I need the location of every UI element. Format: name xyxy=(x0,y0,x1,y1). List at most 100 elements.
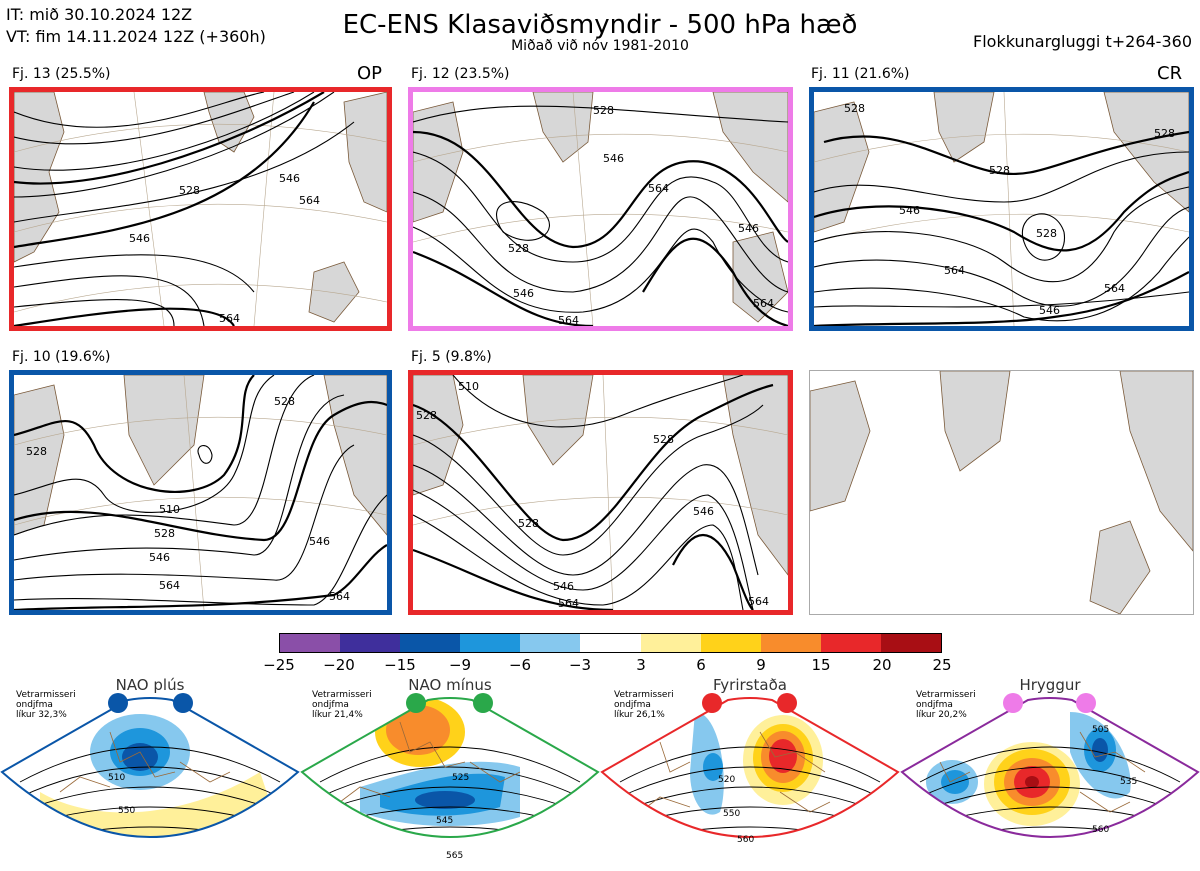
colorbar-swatch xyxy=(280,634,341,652)
issue-time: IT: mið 30.10.2024 12Z xyxy=(6,5,193,24)
contour-label: 528 xyxy=(26,445,47,458)
cluster-1-map: 528 546 546 564 564 xyxy=(9,87,392,331)
regime-blocking: Fyrirstaða Vetrarmisseri ondjfma líkur 2… xyxy=(600,672,900,871)
colorbar-swatch xyxy=(820,634,881,652)
contour-label: 528 xyxy=(179,184,200,197)
contour-label: 564 xyxy=(558,314,579,326)
header-dates: IT: mið 30.10.2024 12Z VT: fim 14.11.202… xyxy=(6,4,266,48)
regime-border xyxy=(900,697,1200,838)
regime-dot xyxy=(1003,693,1023,713)
contour-label: 528 xyxy=(1154,127,1175,140)
contour-label: 550 xyxy=(118,806,135,816)
regime-ridge: Hryggur Vetrarmisseri ondjfma líkur 20,2… xyxy=(900,672,1200,871)
contour-label: 546 xyxy=(513,287,534,300)
regime-dot xyxy=(108,693,128,713)
cluster-1-tag: OP xyxy=(357,63,383,84)
regime-border xyxy=(300,697,600,838)
colorbar-tick: 20 xyxy=(872,656,892,674)
contour-label: 528 xyxy=(154,527,175,540)
colorbar-swatch xyxy=(700,634,761,652)
cluster-1-label: Fj. 13 (25.5%) xyxy=(12,66,111,82)
colorbar-tick: 9 xyxy=(756,656,766,674)
regime-nao-minus: NAO mínus Vetrarmisseri ondjfma líkur 21… xyxy=(300,672,600,871)
contour-label: 528 xyxy=(593,104,614,117)
contour-label: 564 xyxy=(753,297,774,310)
regime-title: Fyrirstaða xyxy=(713,676,787,694)
regime-title: NAO mínus xyxy=(408,676,492,694)
contour-label: 564 xyxy=(558,597,579,610)
contour-label: 528 xyxy=(508,242,529,255)
colorbar-tick: 6 xyxy=(696,656,706,674)
classification-window: Flokkunargluggi t+264-360 xyxy=(973,32,1192,51)
contour-label: 564 xyxy=(159,579,180,592)
regime-note: Vetrarmisseri ondjfma líkur 21,4% xyxy=(312,690,372,720)
contour-label: 546 xyxy=(899,204,920,217)
contour-label: 560 xyxy=(1092,825,1109,835)
contour-label: 546 xyxy=(1039,304,1060,317)
colorbar-tick: −15 xyxy=(384,656,416,674)
colorbar-tick: −6 xyxy=(508,656,532,674)
regime-dot xyxy=(702,693,722,713)
colorbar-swatch xyxy=(640,634,701,652)
regime-note: Vetrarmisseri ondjfma líkur 20,2% xyxy=(916,690,976,720)
contour-label: 565 xyxy=(446,851,463,861)
colorbar-swatch xyxy=(760,634,821,652)
regime-dot xyxy=(406,693,426,713)
contour-label: 564 xyxy=(648,182,669,195)
regime-dot xyxy=(1076,693,1096,713)
cluster-3-tag: CR xyxy=(1157,63,1183,84)
colorbar-tick: 25 xyxy=(932,656,952,674)
contour-label: 545 xyxy=(436,816,453,826)
cluster-2-map: 528 546 564 528 546 564 546 564 xyxy=(408,87,793,331)
colorbar-swatch xyxy=(880,634,942,652)
colorbar-tick: −9 xyxy=(448,656,472,674)
contour-label: 510 xyxy=(458,380,479,393)
valid-time: VT: fim 14.11.2024 12Z (+360h) xyxy=(6,27,266,46)
cluster-3-map: 528 528 546 528 564 546 564 528 xyxy=(809,87,1194,331)
regime-note: Vetrarmisseri ondjfma líkur 32,3% xyxy=(16,690,76,720)
contour-label: 505 xyxy=(1092,725,1109,735)
contour-label: 560 xyxy=(737,835,754,845)
colorbar-tick: 3 xyxy=(636,656,646,674)
empty-base-map xyxy=(809,370,1194,615)
colorbar xyxy=(279,633,942,653)
regime-note: Vetrarmisseri ondjfma líkur 26,1% xyxy=(614,690,674,720)
regime-dot xyxy=(473,693,493,713)
contour-label: 564 xyxy=(329,590,350,603)
contour-label: 564 xyxy=(219,312,240,325)
contour-label: 528 xyxy=(844,102,865,115)
page-subtitle: Miðað við nóv 1981-2010 xyxy=(511,38,689,54)
contour-label: 528 xyxy=(1036,227,1057,240)
colorbar-swatch xyxy=(580,634,641,652)
contour-label: 528 xyxy=(989,164,1010,177)
contour-label: 546 xyxy=(738,222,759,235)
contour-label: 564 xyxy=(1104,282,1125,295)
regime-border xyxy=(0,697,300,838)
colorbar-tick: 15 xyxy=(811,656,831,674)
regime-nao-plus: NAO plús Vetrarmisseri ondjfma líkur 32,… xyxy=(0,672,300,871)
contour-label: 528 xyxy=(274,395,295,408)
colorbar-tick: −3 xyxy=(568,656,592,674)
cluster-3-label: Fj. 11 (21.6%) xyxy=(811,66,910,82)
cluster-2-label: Fj. 12 (23.5%) xyxy=(411,66,510,82)
contour-label: 535 xyxy=(1120,777,1137,787)
contour-label: 550 xyxy=(723,809,740,819)
contour-label: 546 xyxy=(693,505,714,518)
contour-label: 546 xyxy=(279,172,300,185)
regime-dot xyxy=(173,693,193,713)
contour-label: 564 xyxy=(299,194,320,207)
contour-label: 546 xyxy=(149,551,170,564)
colorbar-tick: −20 xyxy=(323,656,355,674)
contour-label: 525 xyxy=(452,773,469,783)
contour-label: 528 xyxy=(416,409,437,422)
contour-label: 510 xyxy=(159,503,180,516)
contour-label: 528 xyxy=(653,433,674,446)
colorbar-swatch xyxy=(460,634,521,652)
contour-label: 546 xyxy=(603,152,624,165)
colorbar-swatch xyxy=(520,634,581,652)
contour-label: 520 xyxy=(718,775,735,785)
contour-label: 546 xyxy=(553,580,574,593)
contour-label: 546 xyxy=(309,535,330,548)
regime-border xyxy=(600,697,900,838)
colorbar-tick: −25 xyxy=(263,656,295,674)
